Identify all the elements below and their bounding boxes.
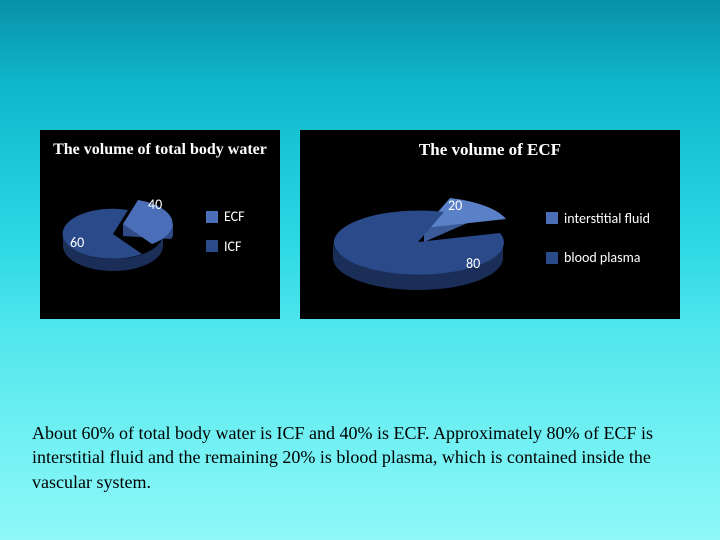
legend-item: blood plasma	[546, 250, 650, 265]
charts-row: The volume of total body water	[40, 130, 680, 319]
slice-label-plasma: 20	[448, 197, 462, 214]
slice-label-icf: 60	[70, 234, 84, 251]
legend: interstitial fluid blood plasma	[546, 211, 650, 266]
legend-label: ECF	[224, 209, 245, 224]
legend-item: interstitial fluid	[546, 211, 650, 226]
caption-text: About 60% of total body water is ICF and…	[32, 421, 688, 494]
legend-item: ECF	[206, 209, 245, 224]
legend-label: interstitial fluid	[564, 211, 650, 226]
legend-swatch	[546, 212, 558, 224]
legend-swatch	[546, 252, 558, 264]
legend-swatch	[206, 211, 218, 223]
legend-swatch	[206, 240, 218, 252]
chart-ecf-volume: The volume of ECF 80	[300, 130, 680, 319]
chart-title: The volume of total body water	[53, 140, 267, 159]
legend-label: ICF	[224, 239, 241, 254]
pie-chart: 60 40	[48, 169, 198, 294]
pie-chart: 80 20	[308, 170, 538, 305]
legend-label: blood plasma	[564, 250, 641, 265]
chart-title: The volume of ECF	[419, 140, 561, 160]
chart-body: 80 20 interstitial fluid blood plasma	[308, 170, 672, 305]
slice-label-interstitial: 80	[466, 255, 480, 272]
legend-item: ICF	[206, 239, 245, 254]
chart-total-body-water: The volume of total body water	[40, 130, 280, 319]
slice-label-ecf: 40	[148, 196, 162, 213]
chart-body: 60 40 ECF ICF	[48, 169, 272, 294]
legend: ECF ICF	[206, 209, 245, 254]
